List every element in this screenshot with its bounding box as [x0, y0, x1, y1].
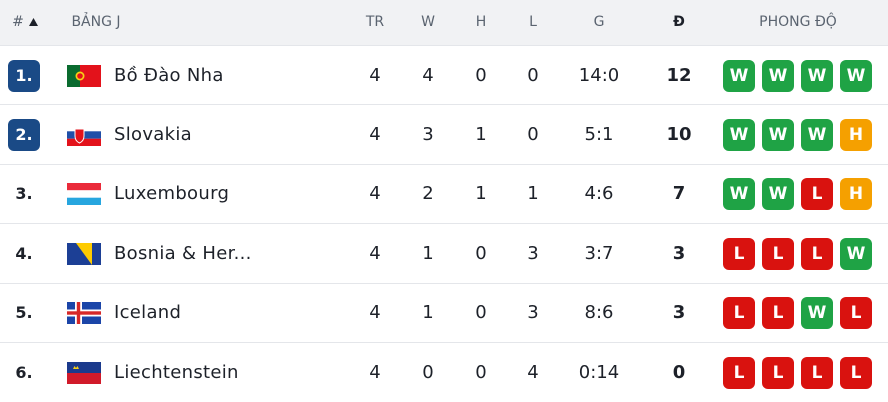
form-badge: W: [723, 119, 755, 152]
form-badge: W: [723, 178, 755, 211]
rank: 5.: [15, 303, 33, 323]
stat-cell: 0: [475, 242, 487, 264]
stat-cell: 4: [527, 361, 539, 383]
form-badge: W: [801, 297, 833, 330]
form-badge: L: [801, 356, 833, 389]
form-badge: L: [723, 356, 755, 389]
team-flag: [67, 183, 101, 206]
stat-cell: 5:1: [584, 124, 614, 146]
form-badge: W: [801, 119, 833, 152]
form-badge: L: [840, 356, 872, 389]
stat-cell: 3: [527, 242, 539, 264]
stat-cell: 12: [666, 64, 692, 86]
table-row[interactable]: 1. Bồ Đào Nha 4 4 0 0 14:0 12 W W W W: [0, 45, 888, 105]
stat-cell: 0: [475, 361, 487, 383]
table-row[interactable]: 5. Iceland 4 1 0 3 8:6 3 L L W L: [0, 282, 888, 343]
sort-arrow: [29, 18, 38, 26]
form-badge: L: [723, 297, 755, 330]
column-header: H: [475, 14, 487, 30]
team-name[interactable]: Liechtenstein: [114, 361, 239, 383]
stat-cell: 0: [527, 124, 539, 146]
rank: 3.: [15, 184, 33, 204]
stat-cell: 0: [672, 361, 686, 383]
team-flag: [67, 124, 101, 147]
form-badge: L: [840, 297, 872, 330]
team-name[interactable]: Slovakia: [114, 124, 192, 146]
form-badge: L: [762, 237, 794, 270]
stat-cell: 4:6: [584, 183, 614, 205]
form-badge: L: [762, 297, 794, 330]
stat-cell: 0: [475, 302, 487, 324]
column-header: TR: [365, 14, 385, 30]
stat-cell: 2: [422, 183, 434, 205]
stat-cell: 4: [369, 361, 381, 383]
team-name[interactable]: Bồ Đào Nha: [114, 64, 224, 86]
stat-cell: 1: [527, 183, 539, 205]
stat-cell: 4: [369, 242, 381, 264]
stat-cell: 10: [666, 124, 692, 146]
form-badge: L: [723, 237, 755, 270]
team-name[interactable]: Luxembourg: [114, 183, 230, 205]
form-badge: H: [840, 178, 872, 211]
form-badge: W: [762, 119, 794, 152]
table-row[interactable]: 6. Liechtenstein 4 0 0 4 0:14 0 L L L L: [0, 342, 888, 402]
table-row[interactable]: 2. Slovakia 4 3 1 0 5:1 10 W W W H: [0, 104, 888, 164]
table-row[interactable]: 3. Luxembourg 4 2 1 1 4:6 7 W W L H: [0, 163, 888, 224]
column-header: G: [593, 14, 605, 30]
team-flag: [67, 302, 101, 325]
column-header: W: [421, 14, 435, 30]
stat-cell: 0: [475, 64, 487, 86]
stat-cell: 1: [475, 183, 487, 205]
stat-cell: 4: [422, 64, 434, 86]
column-header: L: [529, 14, 537, 30]
form-badge: H: [840, 119, 872, 152]
rank: 4.: [15, 243, 33, 263]
stat-cell: 4: [369, 124, 381, 146]
form-badge: L: [762, 356, 794, 389]
stat-cell: 3: [672, 242, 686, 264]
stat-cell: 4: [369, 64, 381, 86]
stat-cell: 3: [672, 302, 686, 324]
stat-cell: 1: [475, 124, 487, 146]
team-flag: [67, 64, 101, 87]
form-header: PHONG ĐỘ: [759, 14, 837, 30]
team-name[interactable]: Iceland: [114, 302, 182, 324]
table-row[interactable]: 4. Bosnia & Her... 4 1 0 3 3:7 3 L L L W: [0, 223, 888, 283]
form-badge: W: [801, 59, 833, 92]
form-badge: L: [801, 237, 833, 270]
stat-cell: 0:14: [578, 361, 620, 383]
stat-cell: 7: [672, 183, 686, 205]
stat-cell: 8:6: [584, 302, 614, 324]
stat-cell: 14:0: [578, 64, 620, 86]
stat-cell: 4: [369, 302, 381, 324]
stat-cell: 1: [422, 242, 434, 264]
stat-cell: 3: [422, 124, 434, 146]
stat-cell: 3:7: [584, 242, 614, 264]
team-flag: [67, 361, 101, 384]
stat-cell: 1: [422, 302, 434, 324]
stat-cell: 3: [527, 302, 539, 324]
team-name[interactable]: Bosnia & Her...: [114, 242, 252, 264]
rank: 6.: [15, 362, 33, 382]
form-badge: W: [762, 59, 794, 92]
group-header: BẢNG J: [71, 14, 121, 30]
rank: 2.: [8, 119, 40, 152]
stat-cell: 0: [422, 361, 434, 383]
form-badge: W: [840, 59, 872, 92]
form-badge: W: [762, 178, 794, 211]
team-flag: [67, 242, 101, 265]
form-badge: L: [801, 178, 833, 211]
stat-cell: 4: [369, 183, 381, 205]
stat-cell: 0: [527, 64, 539, 86]
table-header: # BẢNG J PHONG ĐỘ TR W H L G Đ: [0, 0, 888, 45]
rank: 1.: [8, 59, 40, 92]
form-badge: W: [723, 59, 755, 92]
column-header: Đ: [673, 14, 685, 30]
form-badge: W: [840, 237, 872, 270]
rank-header[interactable]: #: [12, 14, 24, 30]
